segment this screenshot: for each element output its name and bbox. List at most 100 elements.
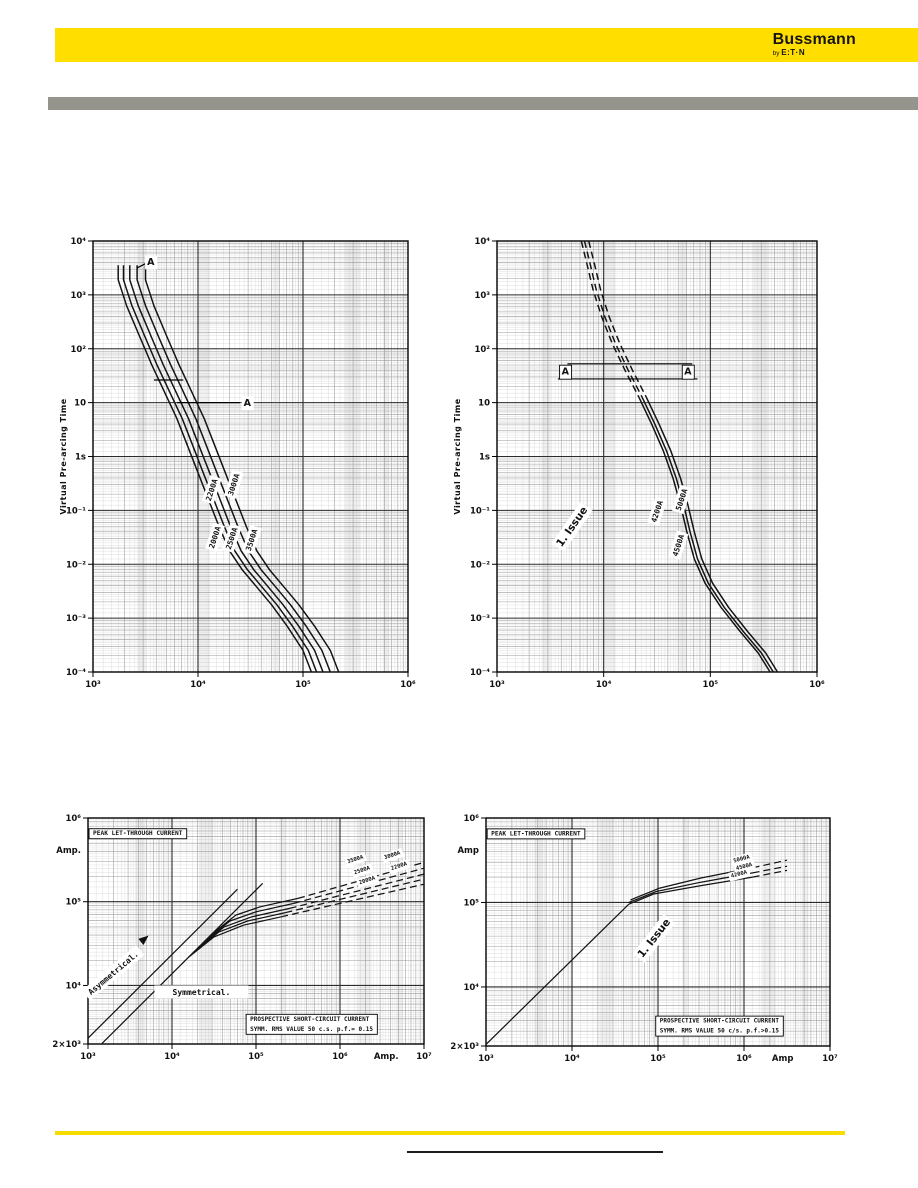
scan-smudge [791, 241, 798, 672]
annotation-label: 2500A [350, 863, 374, 879]
annotation-label: 2500A [221, 523, 242, 553]
annotation-label: 2200A [387, 858, 411, 875]
label-bg [350, 863, 374, 879]
scan-smudge [356, 818, 372, 1044]
label-text: A [684, 367, 692, 378]
chart-peak-let-through-2000-3500A: 10⁶ Amp. 10⁵ 10⁴ 2×10³ 10³ 10⁴ 10⁵ 10⁶ Amp. 10⁷ PEA… [40, 798, 440, 1070]
y-tick-label: 10 [478, 399, 490, 409]
curve-4200A [628, 876, 753, 905]
curve-2000A [281, 883, 425, 918]
label-text: PROSPECTIVE SHORT-CIRCUIT CURRENT [250, 1016, 370, 1023]
grid [497, 241, 817, 672]
annotation-label: 4200A [647, 496, 668, 526]
brand-byline: by E:T·N [773, 49, 856, 58]
label-bg [647, 496, 668, 526]
scan-smudge [602, 241, 616, 672]
label-bg [551, 502, 593, 552]
curve-5000A [645, 396, 779, 673]
annotation-label: 3500A [344, 852, 368, 868]
chart-canvas-virtual-prearcing-time-4200-5000A: 10⁴ 10³ 10² 10 1s 10⁻¹ 10⁻² 10⁻³ 10⁻⁴ 10³ 10⁴ 10⁵ 10… [453, 237, 825, 690]
label-bg [486, 828, 586, 840]
grid [93, 241, 408, 672]
chart-peak-let-through-4200-5000A: 10⁶ Amp 10⁵ 10⁴ 2×10³ 10³ 10⁴ 10⁵ 10⁶ Amp 10⁷ PEAK … [443, 798, 847, 1076]
label-bg [201, 474, 222, 505]
scan-smudge [135, 818, 145, 1044]
x-tick-label: 10⁷ [822, 1054, 838, 1064]
label-bg [344, 852, 368, 868]
header-rule [48, 97, 918, 110]
y-tick-label: 10⁶ [463, 814, 479, 824]
annotation-label: A [145, 255, 158, 270]
annotation-arrow [138, 935, 149, 945]
label-bg [730, 852, 754, 867]
x-tick-label: 10³ [478, 1054, 494, 1064]
label-text: A [244, 398, 252, 409]
y-tick-label: 10⁴ [65, 981, 81, 991]
label-bg [381, 848, 405, 864]
x-tick-label: 10⁶ [332, 1052, 348, 1062]
x-tick-label: 10³ [489, 680, 505, 690]
scan-smudge [599, 818, 613, 1046]
y-axis-label: Virtual Pre-arcing Time [59, 398, 68, 514]
label-bg [387, 858, 411, 875]
label-bg [221, 523, 242, 553]
scan-smudge [345, 241, 360, 672]
y-tick-label: 10⁻¹ [470, 506, 490, 516]
scan-smudge [137, 241, 147, 672]
x-tick-label: 10⁴ [190, 680, 206, 690]
x-tick-label: 10⁵ [248, 1052, 264, 1062]
y-tick-label: 10⁻² [66, 560, 86, 570]
annotation-label: PROSPECTIVE SHORT-CIRCUIT CURRENT SYMM. R… [655, 1015, 784, 1037]
curve-3000A [204, 902, 294, 942]
label-bg [559, 364, 573, 380]
label-text: PEAK LET-THROUGH CURRENT [491, 830, 581, 837]
curve-2000A [188, 916, 282, 958]
x-tick-label: 10⁴ [564, 1054, 580, 1064]
y-tick-label: 10⁻¹ [66, 506, 86, 516]
chart-virtual-prearcing-time-4200-5000A: 10⁴ 10³ 10² 10 1s 10⁻¹ 10⁻² 10⁻³ 10⁻⁴ 10³ 10⁴ 10⁵ 10… [443, 230, 891, 702]
x-tick-label: 10⁷ [416, 1052, 432, 1062]
grid [486, 818, 830, 1047]
label-bg [241, 525, 262, 555]
label-bg [224, 469, 244, 500]
label-bg [655, 1015, 784, 1037]
y-axis-label: Virtual Pre-arcing Time [453, 398, 462, 514]
curve-5000A [630, 867, 753, 901]
label-bg [88, 828, 188, 840]
annotation-label: 4500A [668, 530, 689, 560]
y-tick-label: 2×10³ [450, 1042, 479, 1052]
y-tick-label: Amp. [56, 846, 81, 856]
annotation-label: 3000A [224, 469, 244, 500]
annotation-label: PEAK LET-THROUGH CURRENT [486, 828, 586, 840]
y-tick-label: 10² [70, 345, 86, 355]
curve-Symmetrical [100, 882, 264, 1045]
label-text: A [147, 257, 155, 268]
curve-4500A [752, 865, 788, 874]
y-tick-label: 10⁵ [463, 898, 479, 908]
x-tick-label: 10⁶ [400, 680, 416, 690]
label-text: 2000A [358, 875, 376, 886]
y-tick-label: 10⁶ [65, 814, 81, 824]
x-tick-label: 10⁵ [295, 680, 311, 690]
annotation-label: 3000A [381, 848, 405, 864]
x-tick-label: 10⁵ [703, 680, 719, 690]
y-tick-label: 10⁻⁴ [66, 668, 86, 678]
y-tick-label: 10⁴ [463, 983, 479, 993]
annotation-label: Symmetrical. [154, 985, 249, 999]
label-text: 2200A [390, 861, 408, 872]
x-tick-label: Amp [772, 1054, 794, 1064]
scan-smudge [753, 241, 768, 672]
curve-Asymmetrical [87, 888, 238, 1039]
curve-4500A [641, 396, 774, 673]
label-text: 4200A [730, 869, 748, 879]
x-tick-label: 10⁴ [596, 680, 612, 690]
x-tick-label: Amp. [374, 1052, 399, 1062]
annotation-label: A [681, 364, 695, 380]
label-text: SYMM. RMS VALUE 50 c.s. p.f.= 0.15 [250, 1026, 373, 1033]
curve-4500A [583, 240, 643, 398]
scan-smudge [802, 818, 809, 1046]
curve-3500A [210, 897, 299, 936]
scan-smudge [397, 818, 404, 1044]
grid [88, 818, 424, 1045]
